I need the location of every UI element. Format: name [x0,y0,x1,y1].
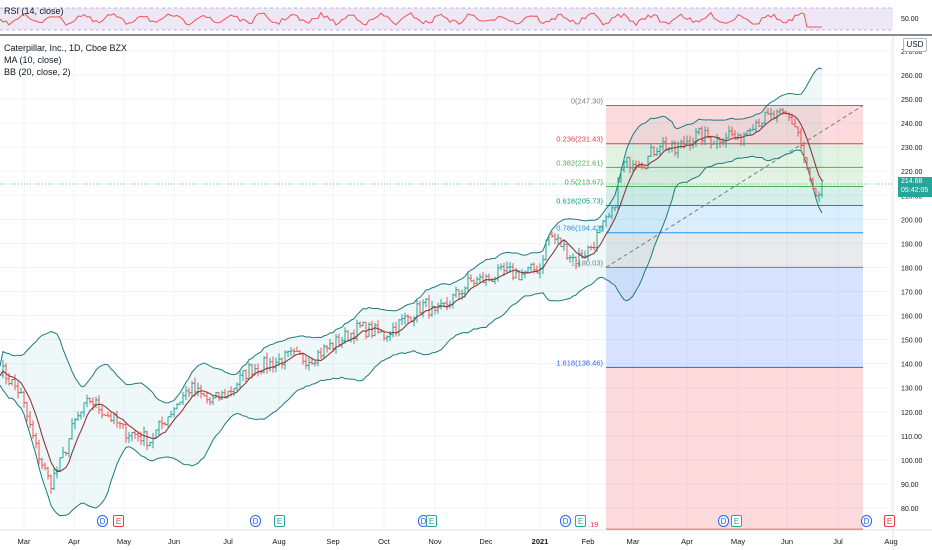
time-axis-label: May [117,537,131,546]
fib-zone [606,186,863,206]
moving-average-line [0,112,823,473]
fib-level-label: 0.786(194.43) [556,224,603,233]
time-axis-label: Dec [479,537,493,546]
bollinger-fill [0,68,822,516]
time-axis-label: Nov [428,537,442,546]
time-axis-label: Aug [884,537,897,546]
time-axis-label: Jun [168,537,180,546]
time-axis-label: Mar [18,537,31,546]
fib-extension-label: .19 [588,520,598,529]
bollinger-upper [0,67,823,404]
ma-legend[interactable]: MA (10, close) [4,55,62,65]
price-axis-label: 160.00 [901,314,923,321]
price-grid [0,40,893,528]
time-axis-label: Apr [68,537,80,546]
fib-level-label: 1.618(138.46) [556,358,603,367]
symbol-legend[interactable]: Caterpillar, Inc., 1D, Cboe BZX [4,43,128,53]
currency-button[interactable]: USD [903,38,927,52]
price-axis-label: 140.00 [901,362,923,369]
fib-level-label: 0.5(213.67) [565,177,604,186]
fib-level-label: 0(247.30) [571,97,604,106]
price-axis-label: 190.00 [901,241,923,248]
bollinger-lower [0,149,823,517]
time-axis-label: Oct [378,537,391,546]
price-axis-label: 110.00 [901,434,922,441]
fib-zone [606,267,863,368]
price-axis-label: 90.00 [901,482,919,489]
dividend-badge[interactable]: D [250,515,261,527]
fib-zone [606,167,863,187]
dividend-badge[interactable]: D [97,515,108,527]
price-axis-label: 250.00 [901,97,923,104]
price-axis-label: 120.00 [901,410,923,417]
earnings-badge[interactable]: E [113,515,124,527]
time-axis-label: May [731,537,745,546]
dividend-badge[interactable]: D [861,515,872,527]
fib-level-label: 0.382(221.61) [556,158,603,167]
earnings-badge[interactable]: E [274,515,285,527]
rsi-indicator-label[interactable]: RSI (14, close) [4,6,64,16]
fib-level-label: 1(180.03) [571,258,604,267]
price-axis-label: 130.00 [901,386,923,393]
time-axis-label: Feb [582,537,595,546]
current-price-value: 214.68 [901,178,923,185]
price-axis-label: 170.00 [901,290,923,297]
price-axis-label: 260.00 [901,73,923,80]
price-bars [1,108,824,494]
price-axis-label: 200.00 [901,217,923,224]
current-price-countdown: 05:42:05 [901,187,929,194]
price-axis-label: 150.00 [901,338,923,345]
earnings-badge[interactable]: E [731,515,742,527]
time-axis-label: Apr [681,537,693,546]
earnings-badge[interactable]: E [575,515,586,527]
dividend-badge[interactable]: D [718,515,729,527]
rsi-axis-label: 50.00 [901,16,919,23]
fib-zone [606,143,863,168]
price-axis-label: 80.00 [901,506,919,513]
fib-zone [606,367,863,530]
time-axis-label: 2021 [532,537,549,546]
time-axis-label: Aug [272,537,285,546]
time-axis-label: Sep [326,537,339,546]
dividend-badge[interactable]: D [560,515,571,527]
price-axis-label: 100.00 [901,458,923,465]
time-axis-label: Mar [627,537,640,546]
time-axis-label: Jul [833,537,843,546]
rsi-band [0,8,893,30]
earnings-badge[interactable]: E [884,515,895,527]
bb-legend[interactable]: BB (20, close, 2) [4,67,71,77]
fib-trend-line [605,105,864,268]
price-axis-label: 270.00 [901,49,923,56]
price-axis-label: 180.00 [901,265,923,272]
price-axis-label: 240.00 [901,121,923,128]
rsi-line [0,11,822,28]
price-axis-label: 220.00 [901,169,923,176]
fib-level-label: 0.236(231.43) [556,135,603,144]
price-axis-label: 230.00 [901,145,923,152]
time-axis-label: Jun [781,537,793,546]
earnings-badge[interactable]: E [426,515,437,527]
fib-level-label: 0.618(205.73) [556,197,603,206]
time-axis-label: Jul [223,537,233,546]
current-price-tag: 214.68 05:42:05 [898,177,932,197]
